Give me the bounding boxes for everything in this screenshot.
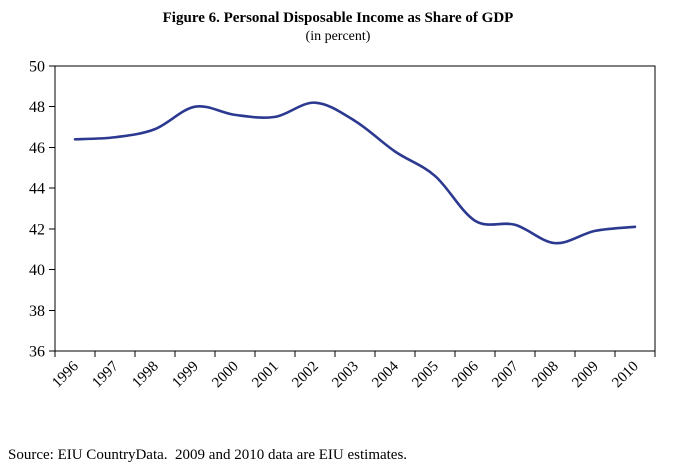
x-tick-label: 2002 — [289, 359, 322, 392]
plot-border — [54, 65, 656, 352]
x-tick-label: 2008 — [529, 359, 562, 392]
y-tick-label: 46 — [29, 140, 45, 157]
chart-area: 36 38 40 42 44 46 48 50 1996 1997 1998 1999 2000 2001… — [0, 56, 676, 413]
x-tick-label: 1997 — [89, 358, 122, 391]
x-tick-label: 2006 — [449, 358, 482, 391]
x-tick-label: 2001 — [249, 359, 282, 392]
x-tick-label: 2003 — [329, 359, 362, 392]
x-tick-label: 2000 — [209, 359, 242, 392]
line-chart: 36 38 40 42 44 46 48 50 1996 1997 1998 1999 2000 2001… — [29, 59, 656, 392]
y-tick-label: 38 — [29, 303, 45, 320]
x-tick-label: 2004 — [369, 358, 402, 391]
x-tick-label: 2005 — [409, 359, 442, 392]
x-tick-label: 1999 — [169, 359, 202, 392]
data-line — [73, 101, 637, 245]
chart-title: Figure 6. Personal Disposable Income as … — [162, 10, 514, 26]
y-tick-label: 50 — [29, 59, 45, 76]
y-tick-label: 40 — [29, 262, 45, 279]
x-tick-label: 1996 — [49, 358, 82, 391]
x-tick-label: 2010 — [609, 359, 642, 392]
source-note: Source: EIU CountryData. 2009 and 2010 d… — [8, 447, 408, 463]
chart-subtitle: (in percent) — [305, 29, 371, 44]
x-tick-label: 2009 — [569, 359, 602, 392]
x-tick-label: 1998 — [129, 359, 162, 392]
x-tick-label: 2007 — [489, 358, 522, 391]
y-tick-label: 44 — [29, 181, 45, 198]
y-tick-label: 36 — [29, 344, 45, 361]
y-tick-label: 42 — [29, 221, 45, 238]
y-tick-label: 48 — [29, 99, 45, 116]
